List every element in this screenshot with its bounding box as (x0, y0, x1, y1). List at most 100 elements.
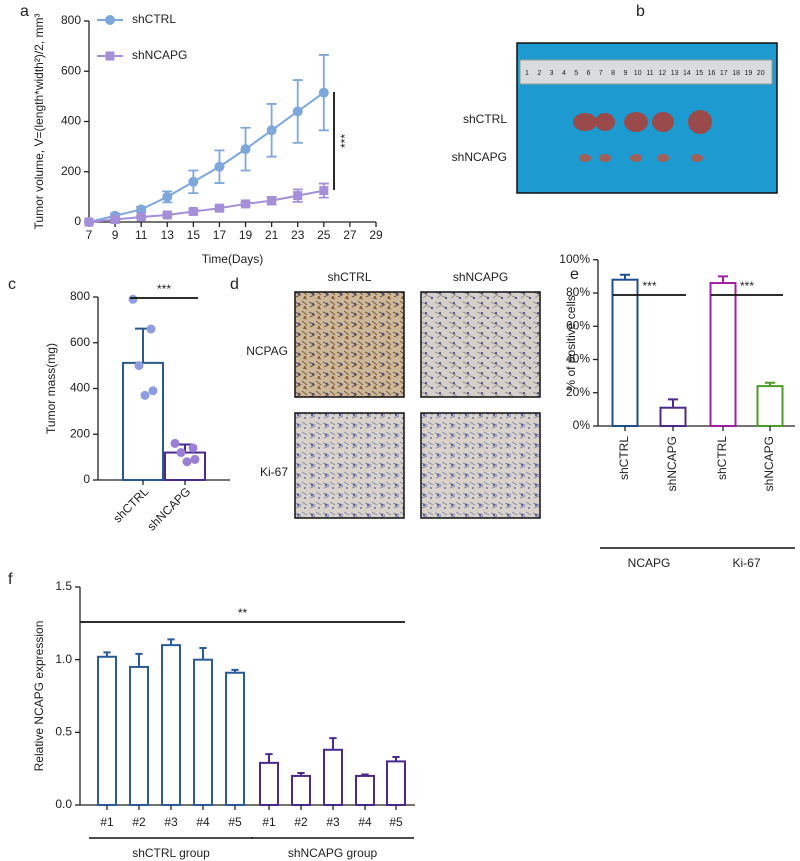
y-tick-label: 400 (61, 114, 81, 128)
bar (291, 774, 311, 807)
error-bar (199, 647, 207, 660)
y-axis-label: % of positive cells (564, 295, 578, 390)
x-tick-label: #5 (228, 815, 242, 829)
ruler-label: 1 (525, 70, 529, 77)
panel-letter: e (570, 266, 579, 283)
y-tick-label: 200 (61, 164, 81, 178)
legend-label: shNCAPG (132, 48, 187, 62)
x-tick-label: 21 (265, 228, 279, 242)
y-tick-label: 1.5 (55, 579, 72, 593)
x-tick-label: 25 (317, 228, 331, 242)
data-point (146, 324, 156, 334)
error-bar (135, 652, 143, 667)
marker (105, 51, 115, 61)
x-tick-label: #2 (294, 815, 308, 829)
y-axis-label: Relative NCAPG expression (32, 621, 46, 772)
ihc-image (294, 412, 405, 519)
marker (214, 161, 225, 172)
significance-label: *** (338, 134, 352, 148)
ruler-label: 2 (537, 70, 541, 77)
ruler (519, 59, 773, 85)
error-bar (231, 668, 239, 673)
tumor (691, 154, 703, 162)
x-tick-label: 23 (291, 228, 305, 242)
ruler-label: 15 (695, 70, 703, 77)
marker (84, 217, 94, 227)
y-tick-label: 800 (61, 13, 81, 27)
x-tick-label: shCTRL (110, 484, 151, 525)
y-tick-label: 1.0 (55, 652, 72, 666)
error-bar (265, 753, 273, 763)
marker (105, 15, 115, 25)
x-tick-label: 13 (161, 228, 175, 242)
y-tick-label: 60% (566, 318, 590, 332)
error-bar (361, 773, 369, 776)
y-tick-label: 400 (70, 381, 90, 395)
tumor (657, 154, 669, 162)
tumor (579, 154, 591, 162)
ruler-label: 4 (562, 70, 566, 77)
ruler-label: 5 (574, 70, 578, 77)
tumor (624, 112, 648, 132)
y-tick-label: 200 (70, 426, 90, 440)
tumor (599, 154, 611, 162)
y-tick-label: 40% (566, 352, 590, 366)
marker (319, 186, 329, 196)
legend-label: shCTRL (132, 12, 176, 26)
x-tick-label: #5 (389, 815, 403, 829)
marker (136, 204, 147, 215)
panel-letter: f (8, 571, 13, 588)
bar (386, 760, 406, 807)
bar (164, 451, 206, 481)
data-point (128, 294, 138, 304)
marker (188, 206, 198, 216)
ruler-label: 3 (550, 70, 554, 77)
y-tick-label: 600 (61, 63, 81, 77)
bar (323, 748, 343, 806)
data-point (190, 454, 200, 464)
ruler-label: 11 (646, 70, 653, 77)
ruler-label: 13 (671, 70, 679, 77)
y-tick-label: 600 (70, 335, 90, 349)
significance-label: *** (642, 279, 656, 293)
error-bar (297, 772, 305, 776)
tumor (630, 154, 642, 162)
ihc-image (420, 291, 541, 398)
error-bar (765, 381, 775, 387)
x-tick-label: 9 (112, 228, 119, 242)
ruler-label: 18 (732, 70, 740, 77)
error-bar (668, 398, 678, 408)
ruler-label: 9 (623, 70, 627, 77)
ruler-label: 10 (634, 70, 642, 77)
significance-label: ** (238, 606, 248, 620)
marker (214, 203, 224, 213)
y-tick-label: 100% (559, 252, 590, 266)
ruler-label: 14 (683, 70, 691, 77)
bar (161, 644, 181, 807)
panel-letter: b (636, 3, 645, 20)
bar (129, 665, 149, 807)
ruler-label: 20 (757, 70, 765, 77)
ihc-image (294, 291, 405, 398)
x-axis-label: Time(Days) (202, 252, 264, 266)
x-tick-label: 29 (369, 228, 383, 242)
ruler-label: 17 (720, 70, 728, 77)
bar (355, 774, 375, 807)
error-bar (103, 651, 111, 657)
tumor (595, 113, 615, 131)
x-tick-label: 15 (187, 228, 201, 242)
ihc-image (420, 412, 541, 519)
y-tick-label: 0.5 (55, 725, 72, 739)
x-tick-label: #4 (358, 815, 372, 829)
error-bar (392, 756, 400, 762)
x-tick-label: 19 (239, 228, 253, 242)
bar (659, 406, 687, 427)
y-tick-label: 0 (74, 214, 81, 228)
group-label: Ki-67 (732, 556, 760, 570)
bar (193, 658, 213, 807)
error-bar (167, 638, 175, 646)
marker (240, 144, 251, 155)
data-point (170, 438, 180, 448)
bar (709, 282, 737, 427)
x-tick-label: shNCAPG (762, 436, 776, 491)
